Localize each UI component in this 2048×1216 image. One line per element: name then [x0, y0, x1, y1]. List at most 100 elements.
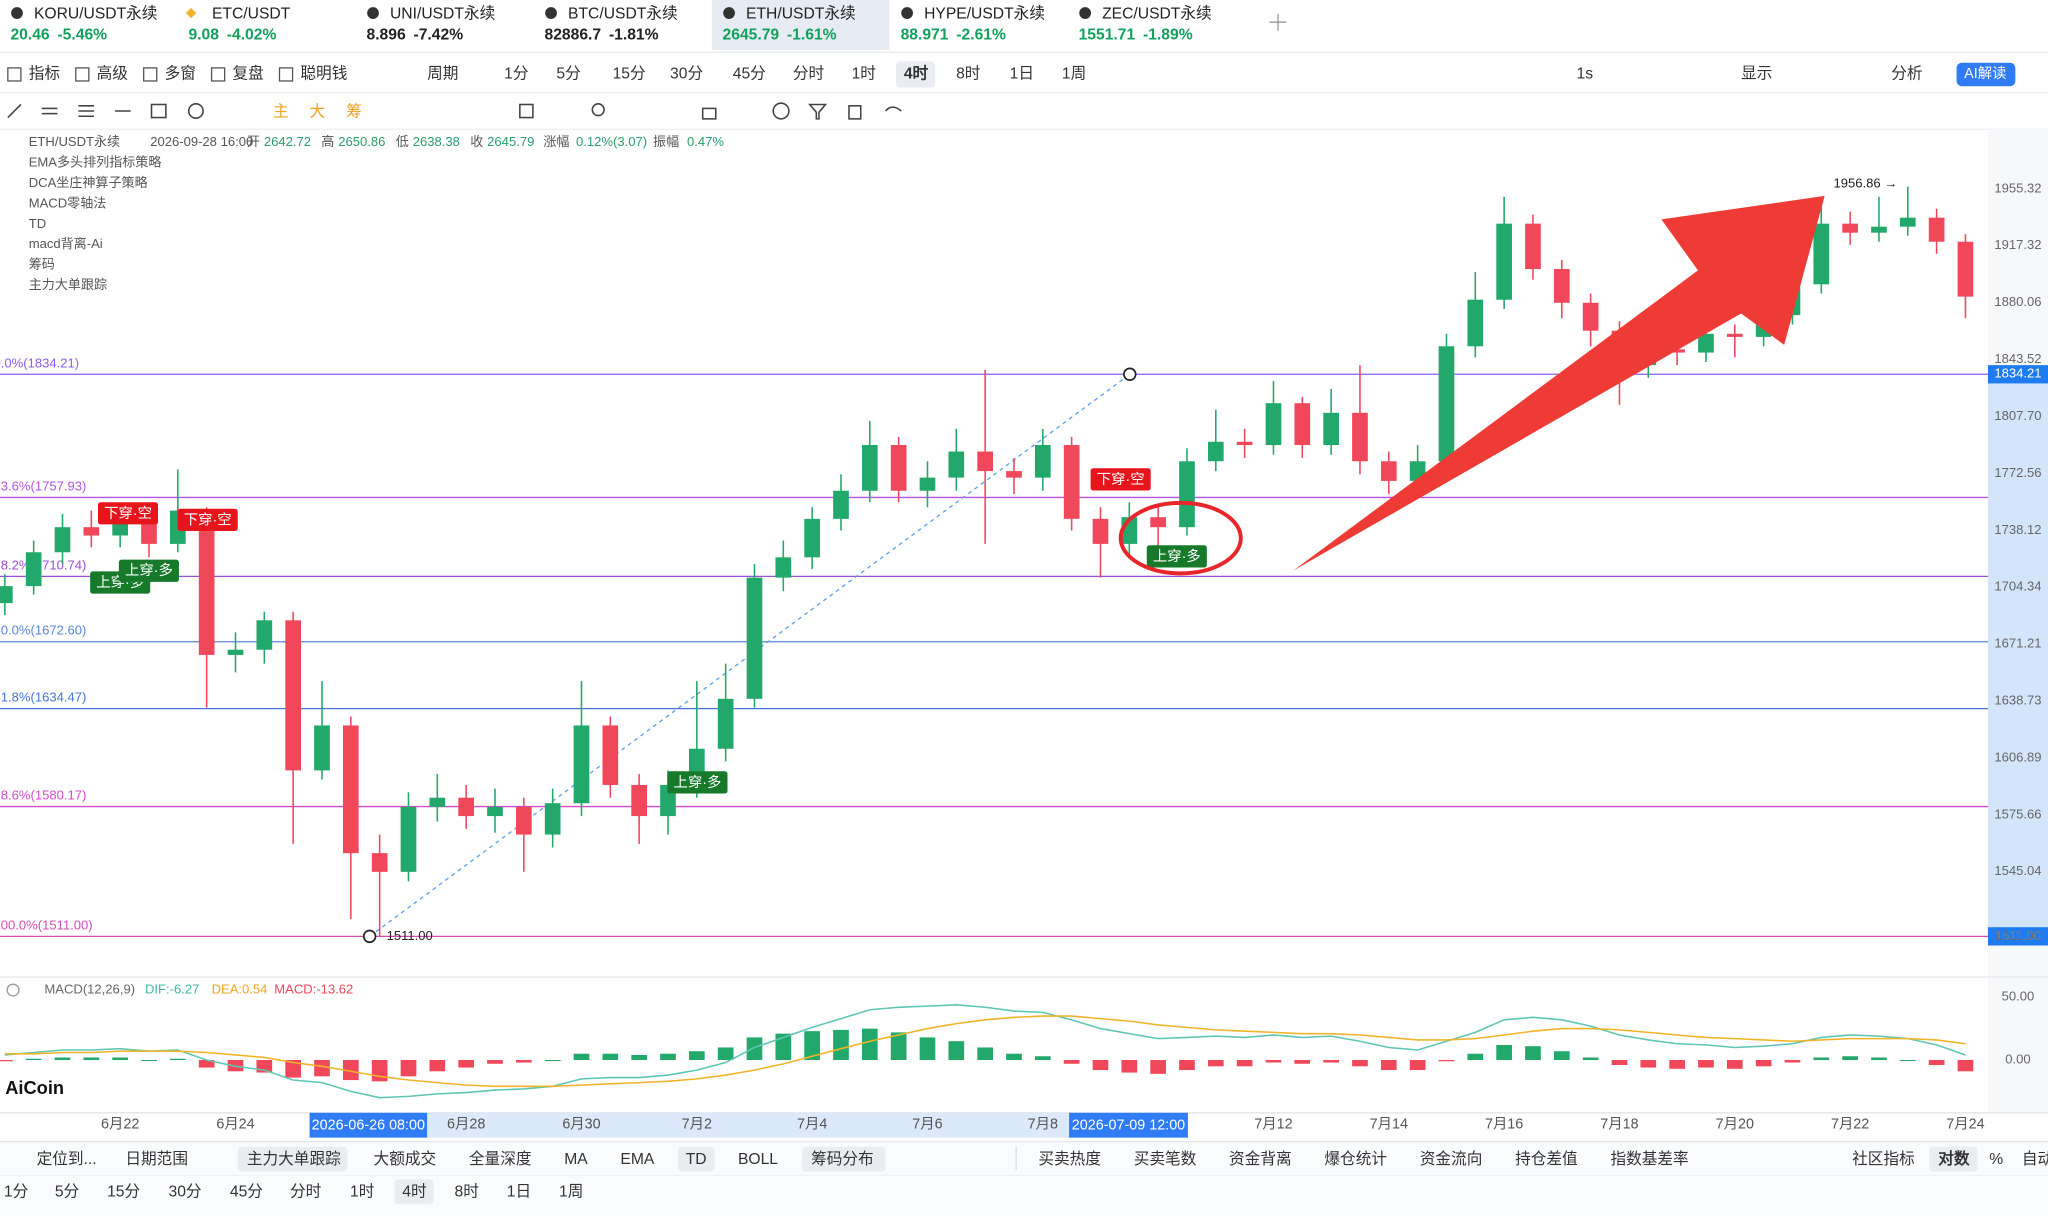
toolbar-item[interactable]: 显示 — [1741, 66, 1772, 83]
indicator[interactable]: TD — [29, 216, 46, 231]
bottom-tab[interactable]: 指数基差率 — [1610, 1150, 1688, 1168]
period-button[interactable]: 4时 — [402, 1183, 427, 1201]
bottom-tab[interactable]: 爆仓统计 — [1324, 1149, 1387, 1168]
toolbar-item[interactable]: 多窗 — [165, 65, 196, 83]
period-button[interactable]: 1周 — [1062, 66, 1086, 83]
toolbar-item[interactable]: 高级 — [97, 65, 129, 83]
period-button[interactable]: 4时 — [904, 65, 929, 83]
period-button[interactable]: 30分 — [670, 65, 703, 83]
fib-anchor[interactable] — [1123, 367, 1137, 382]
tool-icon[interactable] — [848, 105, 862, 120]
bottom-tab[interactable]: 自动 — [2022, 1150, 2048, 1168]
bottom-tab[interactable]: 主力大单跟踪 — [247, 1150, 341, 1168]
draw-tool[interactable]: 主 — [273, 102, 289, 120]
period-button[interactable]: 15分 — [107, 1183, 140, 1201]
tab-change[interactable]: -5.46% — [57, 26, 107, 43]
bottom-tab[interactable]: TD — [686, 1151, 707, 1168]
bottom-tab[interactable]: 买卖热度 — [1038, 1150, 1101, 1168]
fib-anchor[interactable] — [362, 929, 377, 944]
toolbar-item[interactable]: 指标 — [29, 65, 60, 83]
tool-icon[interactable] — [772, 102, 790, 120]
tab-change[interactable]: -1.81% — [609, 26, 659, 43]
bottom-tab[interactable]: 定位到... — [37, 1150, 97, 1168]
tab-change[interactable]: -4.02% — [227, 26, 277, 43]
tab-name[interactable]: ETC/USDT — [212, 6, 291, 23]
indicator[interactable]: MACD零轴法 — [29, 195, 107, 210]
period-menu[interactable]: 周期 — [427, 65, 458, 83]
period-button[interactable]: 45分 — [230, 1183, 263, 1201]
toolbar-item[interactable]: 分析 — [1891, 65, 1922, 83]
period-button[interactable]: 8时 — [956, 65, 981, 83]
period-button[interactable]: 1时 — [350, 1183, 375, 1201]
period-button[interactable]: 1日 — [1010, 66, 1034, 83]
period-button[interactable]: 1分 — [4, 1183, 29, 1201]
indicator[interactable]: macd背离-Ai — [29, 236, 103, 251]
period-button[interactable]: 分时 — [793, 65, 825, 83]
tab-name[interactable]: ZEC/USDT永续 — [1102, 5, 1212, 23]
tab-change[interactable]: -1.61% — [787, 26, 837, 43]
tool-icon[interactable] — [591, 103, 605, 117]
period-button[interactable]: 1分 — [504, 65, 529, 83]
bottom-tab[interactable]: 持仓差值 — [1515, 1150, 1578, 1168]
tool-icon[interactable] — [808, 103, 828, 120]
period-button[interactable]: 8时 — [455, 1183, 480, 1201]
tab-name[interactable]: KORU/USDT永续 — [34, 5, 158, 23]
period-button[interactable]: 15分 — [613, 65, 646, 83]
bottom-tab[interactable]: MA — [564, 1151, 588, 1168]
y-tick-label: 1638.73 — [1994, 693, 2041, 708]
ai-button-bg[interactable] — [1956, 62, 2016, 87]
collapse-icon[interactable] — [6, 983, 20, 997]
tool-icon[interactable] — [701, 107, 717, 120]
bottom-tab[interactable]: 社区指标 — [1852, 1150, 1915, 1168]
bottom-tab[interactable]: % — [1989, 1151, 2003, 1168]
tab-change[interactable]: -1.89% — [1143, 26, 1193, 43]
tab-change[interactable]: -2.61% — [956, 26, 1006, 43]
bottom-tab[interactable]: 全量深度 — [469, 1150, 532, 1168]
period-button[interactable]: 分时 — [290, 1183, 322, 1201]
bottom-tab[interactable]: 资金流向 — [1420, 1150, 1483, 1168]
indicator[interactable]: DCA坐庄神算子策略 — [29, 175, 148, 190]
tab-name[interactable]: HYPE/USDT永续 — [924, 5, 1045, 23]
bottom-tab[interactable]: 对数 — [1938, 1149, 1970, 1168]
tool-icon[interactable] — [519, 103, 534, 119]
toolbar-item[interactable]: 聪明钱 — [300, 65, 347, 83]
tab-price[interactable]: 1551.71 — [1079, 26, 1136, 43]
tool-icon[interactable] — [7, 103, 22, 119]
tab-price[interactable]: 8.896 — [366, 26, 405, 43]
tab-change[interactable]: -7.42% — [414, 26, 464, 43]
period-button[interactable]: 1周 — [559, 1184, 583, 1201]
tab-price[interactable]: 82886.7 — [545, 26, 602, 43]
tab-name[interactable]: UNI/USDT永续 — [390, 5, 495, 23]
tab-price[interactable]: 88.971 — [901, 26, 949, 43]
tab-name[interactable]: ETH/USDT永续 — [746, 5, 856, 23]
draw-tool[interactable]: 大 — [310, 102, 326, 120]
period-button[interactable]: 1时 — [852, 65, 877, 83]
toolbar-item[interactable]: 复盘 — [232, 64, 263, 83]
period-button[interactable]: 45分 — [733, 65, 766, 83]
bottom-tab[interactable]: BOLL — [738, 1151, 778, 1168]
field-label: 高 — [321, 134, 334, 149]
ai-button[interactable]: AI解读 — [1964, 65, 2006, 82]
draw-tool[interactable]: 筹 — [346, 102, 362, 120]
bottom-tab[interactable]: 资金背离 — [1229, 1150, 1292, 1168]
tab-name[interactable]: BTC/USDT永续 — [568, 5, 678, 23]
indicator[interactable]: EMA多头排列指标策略 — [29, 155, 162, 170]
bottom-tab[interactable]: 买卖笔数 — [1134, 1150, 1197, 1168]
bottom-tab[interactable]: 日期范围 — [125, 1150, 188, 1168]
bottom-tab[interactable]: 筹码分布 — [811, 1150, 874, 1168]
indicator[interactable]: 筹码 — [29, 257, 55, 272]
period-button[interactable]: 5分 — [55, 1183, 80, 1201]
indicator[interactable]: 主力大单跟踪 — [29, 277, 107, 292]
period-button[interactable]: 30分 — [168, 1183, 201, 1201]
tab-price[interactable]: 20.46 — [10, 26, 49, 43]
tool-icon[interactable] — [884, 106, 902, 112]
bottom-tab[interactable]: 大额成交 — [374, 1150, 437, 1168]
tab-price[interactable]: 9.08 — [188, 26, 219, 43]
tool-icon[interactable] — [187, 103, 204, 119]
toolbar-item[interactable]: 1s — [1576, 66, 1593, 83]
period-button[interactable]: 5分 — [556, 65, 581, 83]
bottom-tab[interactable]: EMA — [620, 1151, 654, 1168]
tab-price[interactable]: 2645.79 — [723, 26, 780, 43]
tool-icon[interactable] — [150, 103, 167, 119]
period-button[interactable]: 1日 — [507, 1184, 531, 1201]
